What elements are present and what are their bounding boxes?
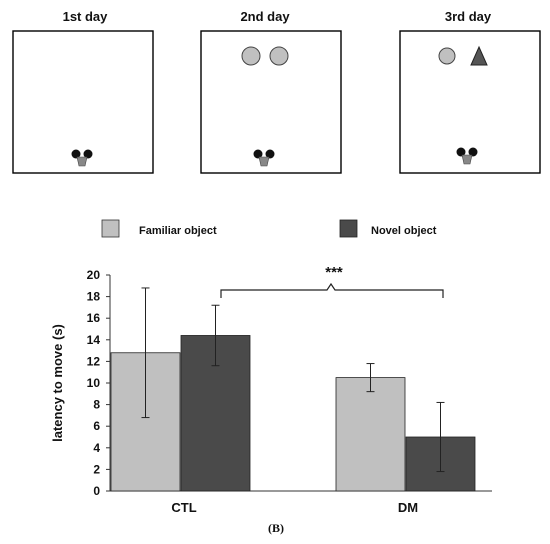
legend-swatch-familiar — [101, 219, 120, 238]
protocol-panel-3: 3rd day — [399, 9, 541, 174]
y-tick-label: 18 — [87, 290, 101, 304]
y-axis-title: latency to move (s) — [50, 324, 65, 442]
protocol-panel-2: 2nd day — [200, 9, 342, 174]
category-label-ctl: CTL — [171, 500, 196, 515]
y-tick-label: 6 — [93, 419, 100, 433]
mouse-icon — [71, 149, 93, 167]
panel-title-day-2: 2nd day — [240, 9, 290, 24]
significance-bracket: *** — [220, 264, 444, 298]
circle-object-icon — [438, 47, 456, 65]
y-tick-label: 4 — [93, 441, 100, 455]
mouse-icon — [253, 149, 275, 167]
y-tick-label: 16 — [87, 311, 101, 325]
error-bars — [141, 287, 445, 473]
figure-caption: (B) — [268, 521, 284, 535]
panel-title-day-3: 3rd day — [445, 9, 492, 24]
y-axis-ticks: 0 2 4 6 8 10 12 14 16 18 20 — [87, 268, 110, 498]
error-bar-ctl-familiar — [141, 287, 150, 419]
legend: Familiar object Novel object — [101, 219, 437, 238]
arena-box-day-2 — [200, 30, 342, 174]
y-tick-label: 0 — [93, 484, 100, 498]
protocol-panel-1: 1st day — [12, 9, 154, 174]
error-bar-ctl-novel — [211, 304, 220, 367]
circle-object-icon — [269, 46, 289, 66]
error-bar-dm-familiar — [366, 363, 375, 393]
legend-swatch-novel — [339, 219, 358, 238]
panel-title-day-1: 1st day — [63, 9, 109, 24]
circle-object-icon — [241, 46, 261, 66]
y-tick-label: 14 — [87, 333, 101, 347]
y-tick-label: 12 — [87, 354, 101, 368]
bar-dm-familiar — [335, 377, 406, 492]
category-label-dm: DM — [398, 500, 418, 515]
significance-label: *** — [325, 264, 343, 281]
y-tick-label: 2 — [93, 462, 100, 476]
bars — [110, 335, 476, 492]
arena-box-day-3 — [399, 30, 541, 174]
arena-box-day-1 — [12, 30, 154, 174]
y-tick-label: 20 — [87, 268, 101, 282]
mouse-icon — [456, 147, 478, 165]
legend-label-novel: Novel object — [371, 225, 437, 237]
legend-label-familiar: Familiar object — [139, 225, 217, 237]
y-tick-label: 10 — [87, 376, 101, 390]
triangle-object-icon — [470, 45, 488, 66]
error-bar-dm-novel — [436, 401, 445, 473]
y-tick-label: 8 — [93, 398, 100, 412]
